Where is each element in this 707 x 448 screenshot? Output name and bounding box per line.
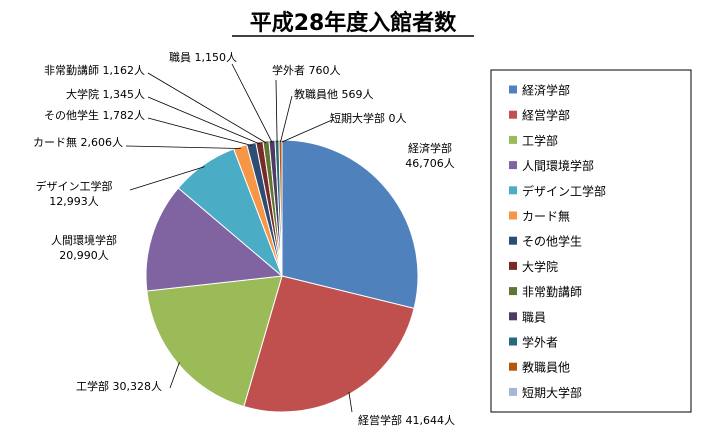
data-label-name: 人間環境学部 xyxy=(51,233,117,247)
legend-box xyxy=(490,69,692,413)
data-label-value: 20,990人 xyxy=(59,249,109,262)
data-label: その他学生 1,782人 xyxy=(44,108,145,122)
leader-line xyxy=(125,145,241,149)
legend-label: 学外者 xyxy=(522,335,558,350)
data-label: 教職員他 569人 xyxy=(294,88,374,101)
pie-slices xyxy=(145,139,419,413)
data-label: 学外者 760人 xyxy=(272,63,341,77)
legend-swatch xyxy=(509,236,517,245)
leader-line xyxy=(169,362,180,389)
legend-swatch xyxy=(509,110,517,119)
leader-line xyxy=(275,79,278,143)
legend-swatch xyxy=(509,261,517,270)
legend-label: 教職員他 xyxy=(522,360,570,375)
data-label: 経営学部 41,644人 xyxy=(358,413,455,427)
data-label: 工学部 30,328人 xyxy=(76,379,162,393)
data-label-value: 12,993人 xyxy=(49,195,99,208)
leader-line xyxy=(231,63,273,143)
legend-swatch xyxy=(509,387,517,396)
legend-label: 非常勤講師 xyxy=(522,284,582,299)
legend: 経済学部経営学部工学部人間環境学部デザイン工学部カード無その他学生大学院非常勤講… xyxy=(509,83,606,400)
pie-slice xyxy=(243,275,415,413)
legend-label: 短期大学部 xyxy=(522,385,582,400)
legend-swatch xyxy=(509,337,517,346)
legend-label: その他学生 xyxy=(522,234,582,249)
legend-label: 経営学部 xyxy=(522,108,570,123)
legend-swatch xyxy=(509,287,517,296)
legend-label: 工学部 xyxy=(522,133,558,148)
legend-label: 大学院 xyxy=(522,259,558,274)
leader-line xyxy=(147,96,260,145)
legend-label: 職員 xyxy=(522,310,546,324)
leader-lines xyxy=(125,63,353,413)
pie-slice xyxy=(281,139,419,309)
legend-label: デザイン工学部 xyxy=(522,183,606,198)
pie-slice xyxy=(146,275,283,408)
data-label-value: 46,706人 xyxy=(405,157,455,170)
legend-swatch xyxy=(509,312,517,321)
legend-swatch xyxy=(509,161,517,170)
data-label: 職員 1,150人 xyxy=(169,51,237,64)
data-label: 大学院 1,345人 xyxy=(66,87,145,101)
legend-swatch xyxy=(509,211,517,220)
pie-slice xyxy=(278,139,283,277)
legend-label: 経済学部 xyxy=(522,83,570,98)
data-label-name: デザイン工学部 xyxy=(36,179,113,193)
data-label: カード無 2,606人 xyxy=(33,135,123,149)
chart-title: 平成28年度入館者数 xyxy=(250,10,458,36)
leader-line xyxy=(147,117,252,146)
leader-line xyxy=(129,166,205,191)
legend-swatch xyxy=(509,135,517,144)
leader-line xyxy=(280,95,293,143)
data-label: 短期大学部 0人 xyxy=(330,111,407,125)
legend-swatch xyxy=(509,186,517,195)
pie-slice xyxy=(145,187,284,292)
data-label-name: 経済学部 xyxy=(408,141,452,155)
leader-line xyxy=(281,119,333,143)
leader-line xyxy=(348,392,353,413)
data-label: 非常勤講師 1,162人 xyxy=(44,63,145,77)
legend-swatch xyxy=(509,362,517,371)
legend-label: カード無 xyxy=(522,209,570,224)
leader-line xyxy=(147,72,267,144)
legend-swatch xyxy=(509,85,517,94)
legend-label: 人間環境学部 xyxy=(522,158,594,173)
